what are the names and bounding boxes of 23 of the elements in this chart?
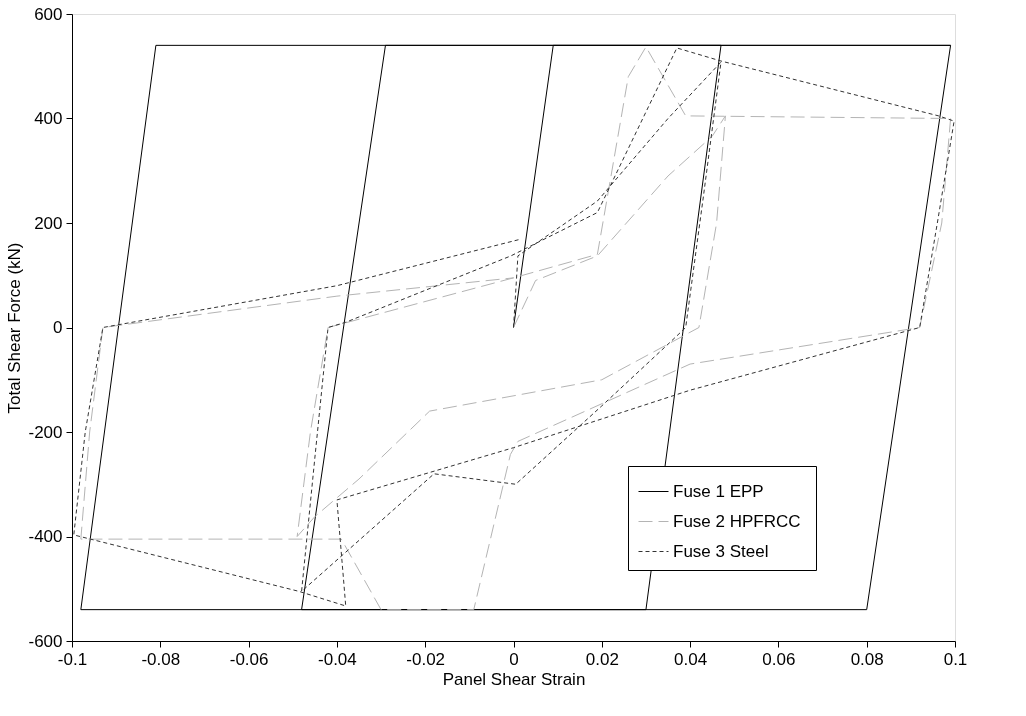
y-tick-label: -600 [28,631,63,651]
legend-label: Fuse 2 HPFRCC [673,511,801,531]
x-axis-title: Panel Shear Strain [442,669,586,689]
y-tick-label: -200 [28,422,63,442]
x-tick-label: -0.02 [406,649,446,669]
x-tick-label: 0.1 [943,649,968,669]
legend-label: Fuse 1 EPP [673,481,764,501]
y-tick-label: 200 [34,213,63,233]
legend-label: Fuse 3 Steel [673,541,769,561]
x-tick-label: -0.1 [57,649,88,669]
y-tick-label: 0 [53,318,63,337]
y-tick-label: 400 [34,109,63,128]
y-axis-title: Total Shear Force (kN) [5,242,25,414]
x-tick-label: 0.02 [585,649,619,669]
x-tick-label: 0 [509,649,519,669]
x-tick-label: -0.08 [141,649,181,669]
y-tick-label: 600 [34,4,63,24]
x-tick-label: -0.04 [318,649,357,669]
x-tick-label: 0.08 [850,649,884,669]
x-tick-label: -0.06 [229,649,269,669]
x-tick-label: 0.04 [674,649,708,669]
x-tick-label: 0.06 [762,649,796,669]
y-tick-label: -400 [28,527,63,546]
